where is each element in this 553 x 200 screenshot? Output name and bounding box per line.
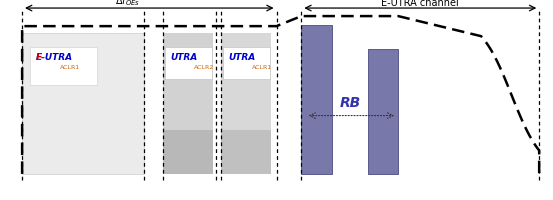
Text: E-UTRA: E-UTRA [36,53,73,62]
Bar [221,34,271,144]
Bar [30,48,97,86]
Bar [22,34,144,174]
Bar [165,48,212,80]
Text: E-UTRA channel: E-UTRA channel [382,0,459,8]
Bar [301,26,332,174]
Bar [163,34,213,144]
Text: UTRA: UTRA [228,53,255,62]
Text: E-: E- [36,53,46,62]
Text: ACLR1: ACLR1 [60,65,80,70]
Text: $\Delta f_{OEs}$: $\Delta f_{OEs}$ [114,0,140,8]
Bar [163,130,213,174]
Text: ACLR2: ACLR2 [194,65,214,70]
Text: ACLR1: ACLR1 [252,65,272,70]
Bar [221,130,271,174]
Bar [368,50,398,174]
Text: RB: RB [340,95,361,109]
Text: UTRA: UTRA [170,53,197,62]
Bar [223,48,270,80]
